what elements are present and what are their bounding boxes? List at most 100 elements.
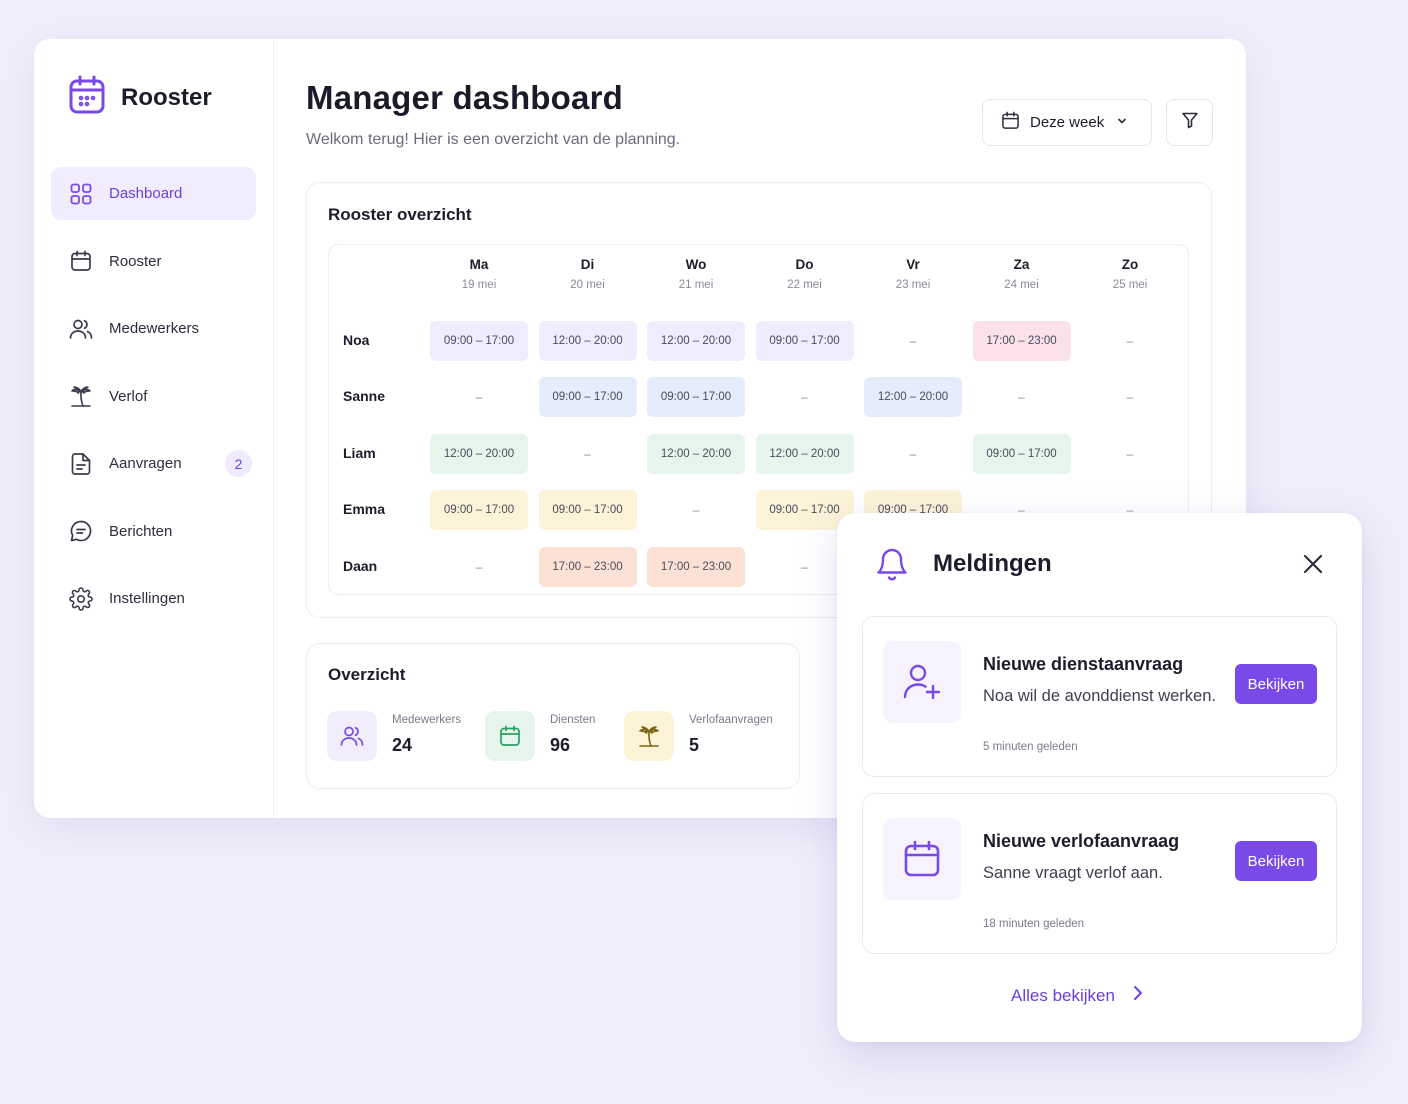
chat-icon [69,519,93,543]
brand: Rooster [68,75,212,120]
sidebar-item-berichten[interactable]: Berichten [51,505,256,558]
aanvragen-count-badge: 2 [225,450,252,477]
day-name: Ma [469,257,489,272]
palm-tree-icon [624,711,674,761]
notification-time: 5 minuten geleden [983,741,1078,753]
day-name: Di [580,257,595,272]
day-header: Do 22 mei [755,257,855,291]
sidebar-item-instellingen[interactable]: Instellingen [51,572,256,625]
view-button[interactable]: Bekijken [1235,841,1317,881]
day-header: Za 24 mei [972,257,1072,291]
shift-cell[interactable]: 12:00 – 20:00 [755,434,854,474]
day-header: Ma 19 mei [429,257,529,291]
calendar-icon [1001,111,1020,134]
notifications-title: Meldingen [933,550,1052,577]
notification-description: Sanne vraagt verlof aan. [983,864,1163,882]
shift-cell[interactable]: 09:00 – 17:00 [538,490,637,530]
overview-card: Overzicht Medewerkers 24 [306,643,800,789]
shift-cell[interactable]: 09:00 – 17:00 [647,377,745,417]
sidebar-item-label: Verlof [109,387,148,405]
user-plus-icon [883,641,961,723]
shift-cell[interactable]: 17:00 – 23:00 [647,547,745,587]
stat-value: 96 [550,735,571,755]
filter-button[interactable] [1166,99,1213,146]
shift-cell[interactable]: 12:00 – 20:00 [864,377,962,417]
notification-title: Nieuwe dienstaanvraag [983,654,1184,674]
day-date: 21 mei [678,279,714,291]
stat-label: Diensten [550,714,596,726]
brand-title: Rooster [121,83,212,111]
schedule-card: Rooster overzicht Ma 19 mei Di 20 mei Wo 21 m… [306,182,1212,618]
see-all-label: Alles bekijken [1011,985,1115,1005]
shift-cell[interactable]: 12:00 – 20:00 [538,321,637,361]
day-name: Vr [906,257,920,272]
filter-icon [1181,111,1199,134]
page-title: Manager dashboard [306,79,623,116]
see-all-link[interactable]: Alles bekijken [1011,985,1143,1006]
sidebar-item-medewerkers[interactable]: Medewerkers [51,302,256,355]
calendar-icon [485,711,535,761]
bell-icon [875,546,909,587]
stat-verlofaanvragen: Verlofaanvragen 5 [624,711,773,761]
day-header: Di 20 mei [538,257,638,291]
stat-label: Medewerkers [392,714,462,726]
day-date: 22 mei [787,279,822,291]
sidebar: Rooster Dashboard Ro [34,39,274,818]
shift-cell[interactable]: 12:00 – 20:00 [647,434,745,474]
empty-shift-cell: – [1126,334,1134,348]
day-header: Zo 25 mei [1080,257,1180,291]
notification-time: 18 minuten geleden [983,918,1085,930]
notification-title: Nieuwe verlofaanvraag [983,831,1180,851]
grid-icon [69,182,93,206]
shift-cell[interactable]: 09:00 – 17:00 [538,377,637,417]
notifications-panel: Meldingen Nieuwe dienstaanvraag Noa wil … [837,513,1362,1042]
day-name: Zo [1121,257,1139,272]
week-select[interactable]: Deze week [982,99,1152,146]
stat-value: 5 [689,735,700,755]
sidebar-item-dashboard[interactable]: Dashboard [51,167,256,220]
day-date: 19 mei [461,279,497,291]
calendar-logo-icon [68,75,106,120]
calendar-icon [883,818,961,900]
sidebar-item-rooster[interactable]: Rooster [51,235,256,288]
employee-name: Daan [343,558,378,574]
day-name: Wo [685,257,707,272]
stat-label: Verlofaanvragen [689,714,773,726]
stat-value: 24 [392,735,413,755]
shift-cell[interactable]: 12:00 – 20:00 [430,434,528,474]
sidebar-item-label: Dashboard [109,185,183,202]
shift-cell[interactable]: 09:00 – 17:00 [755,490,854,530]
view-button[interactable]: Bekijken [1235,664,1317,704]
day-date: 20 mei [570,279,605,291]
empty-shift-cell: – [475,560,483,574]
shift-cell[interactable]: 17:00 – 23:00 [972,321,1071,361]
notification-item: Nieuwe dienstaanvraag Noa wil de avonddi… [862,616,1337,777]
empty-shift-cell: – [801,390,808,404]
week-select-label: Deze week [1030,114,1105,131]
document-icon [69,452,93,476]
close-icon[interactable] [1301,552,1325,581]
shift-cell[interactable]: 09:00 – 17:00 [972,434,1071,474]
shift-cell[interactable]: 12:00 – 20:00 [647,321,745,361]
sidebar-item-label: Aanvragen [109,455,182,472]
day-name: Za [1013,257,1030,272]
users-icon [327,711,377,761]
employee-name: Sanne [343,388,386,404]
shift-cell[interactable]: 09:00 – 17:00 [430,321,528,361]
palm-tree-icon [69,384,93,408]
main-content: Manager dashboard Welkom terug! Hier is … [274,39,1246,818]
empty-shift-cell: – [692,503,700,517]
notification-item: Nieuwe verlofaanvraag Sanne vraagt verlo… [862,793,1337,954]
shift-cell[interactable]: 17:00 – 23:00 [538,547,637,587]
notification-description: Noa wil de avonddienst werken. [983,687,1216,705]
empty-shift-cell: – [584,447,591,461]
empty-shift-cell: – [1126,390,1134,404]
empty-shift-cell: – [909,447,917,461]
shift-cell[interactable]: 09:00 – 17:00 [755,321,854,361]
sidebar-item-verlof[interactable]: Verlof [51,370,256,423]
empty-shift-cell: – [801,560,808,574]
sidebar-item-aanvragen[interactable]: Aanvragen 2 [51,437,256,490]
shift-cell[interactable]: 09:00 – 17:00 [430,490,528,530]
empty-shift-cell: – [1126,503,1134,517]
sidebar-item-label: Medewerkers [109,320,200,337]
